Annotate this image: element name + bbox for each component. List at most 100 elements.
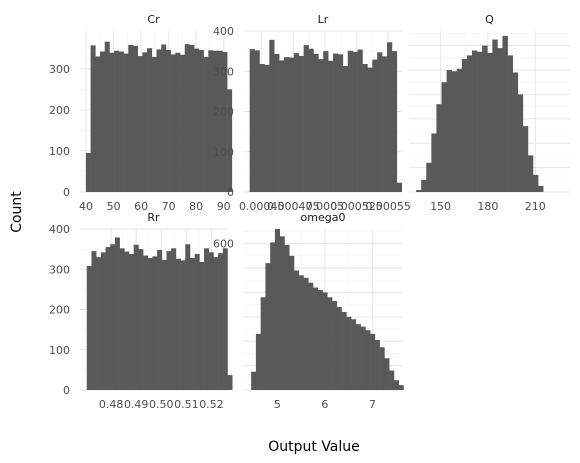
histogram-bar bbox=[389, 370, 395, 390]
histogram-bar bbox=[303, 277, 309, 390]
x-tick-label: 5 bbox=[274, 398, 281, 411]
y-tick-label: 100 bbox=[49, 344, 70, 357]
histogram-bar bbox=[175, 258, 181, 390]
histogram-bar bbox=[166, 251, 172, 390]
histogram-bars bbox=[251, 229, 404, 390]
y-tick-label: 0 bbox=[63, 186, 70, 199]
histogram-bar bbox=[347, 50, 353, 192]
histogram-bar bbox=[298, 275, 304, 390]
histogram-bar bbox=[370, 333, 376, 390]
y-tick-label: 300 bbox=[49, 263, 70, 276]
y-tick-label: 400 bbox=[213, 25, 234, 38]
facet-title: Q bbox=[485, 13, 494, 26]
histogram-bar bbox=[502, 35, 508, 192]
x-tick-label: 0.000525 bbox=[330, 200, 383, 213]
histogram-bar bbox=[398, 385, 404, 390]
histogram-bar bbox=[180, 54, 186, 192]
x-tick-label: 6 bbox=[321, 398, 328, 411]
x-tick-label: 180 bbox=[477, 200, 498, 213]
y-tick-label: 100 bbox=[49, 145, 70, 158]
histogram-bar bbox=[157, 249, 163, 390]
histogram-bar bbox=[512, 72, 519, 192]
histogram-bar bbox=[86, 266, 92, 390]
histogram-bar bbox=[170, 54, 176, 192]
histogram-bar bbox=[185, 244, 191, 390]
histogram-bar bbox=[171, 248, 177, 390]
histogram-bar bbox=[203, 56, 209, 193]
histogram-bars bbox=[85, 41, 233, 193]
histogram-bar bbox=[342, 66, 349, 192]
y-tick-label: 0 bbox=[63, 384, 70, 397]
y-tick-label: 600 bbox=[213, 238, 234, 251]
histogram-bar bbox=[341, 311, 347, 390]
histogram-bar bbox=[318, 59, 324, 193]
histogram-bar bbox=[289, 255, 295, 390]
y-tick-label: 300 bbox=[49, 63, 70, 76]
x-tick-label: 40 bbox=[79, 200, 93, 213]
x-tick-label: 50 bbox=[107, 200, 121, 213]
histogram-bar bbox=[436, 104, 442, 192]
histogram-bar bbox=[382, 56, 388, 192]
histogram-bar bbox=[533, 174, 539, 192]
histogram-bar bbox=[472, 50, 478, 192]
histogram-bar bbox=[91, 251, 97, 390]
histogram-bar bbox=[497, 48, 503, 192]
histogram-bar bbox=[308, 48, 314, 193]
histogram-bar bbox=[175, 52, 181, 192]
x-tick-label: 0.0005 bbox=[306, 200, 345, 213]
histogram-bar bbox=[337, 54, 344, 193]
facet-title: Rr bbox=[147, 211, 160, 224]
histogram-bar bbox=[85, 152, 91, 192]
histogram-bar bbox=[456, 68, 463, 192]
histogram-bar bbox=[379, 347, 385, 390]
histogram-bar bbox=[284, 57, 290, 192]
histogram-bar bbox=[138, 249, 144, 391]
x-tick-label: 80 bbox=[189, 200, 203, 213]
facet-title: omega0 bbox=[301, 211, 346, 224]
histogram-bar bbox=[333, 53, 339, 192]
histogram-bar bbox=[227, 375, 233, 390]
histogram-bar bbox=[507, 55, 513, 192]
histogram-bar bbox=[118, 51, 124, 192]
y-tick-label: 300 bbox=[213, 65, 234, 78]
x-tick-label: 0.48 bbox=[99, 398, 124, 411]
histogram-bar bbox=[492, 39, 498, 192]
histogram-bar bbox=[142, 52, 148, 192]
histogram-bar bbox=[189, 44, 195, 193]
histogram-bar bbox=[355, 324, 361, 390]
x-tick-label: 90 bbox=[217, 200, 231, 213]
facet-title: Lr bbox=[318, 13, 329, 26]
histogram-bar bbox=[123, 53, 129, 193]
histogram-bar bbox=[114, 50, 120, 193]
histogram-bar bbox=[451, 71, 458, 192]
histogram-bar bbox=[199, 262, 205, 390]
histogram-bar bbox=[374, 339, 380, 390]
histogram-bar bbox=[124, 251, 130, 390]
histogram-bar bbox=[198, 49, 204, 192]
histogram-bar bbox=[482, 45, 488, 192]
histogram-bar bbox=[279, 236, 285, 390]
histogram-bar bbox=[119, 248, 125, 390]
histogram-bar bbox=[222, 248, 228, 390]
histogram-bar bbox=[105, 247, 111, 390]
histogram-bar bbox=[95, 56, 101, 193]
histogram-bar bbox=[322, 292, 328, 390]
histogram-bar bbox=[293, 53, 300, 192]
histogram-bar bbox=[217, 50, 223, 193]
histogram-bar bbox=[260, 297, 266, 390]
histogram-bar bbox=[156, 49, 162, 193]
histogram-bar bbox=[128, 44, 134, 193]
y-tick-label: 200 bbox=[49, 304, 70, 317]
histogram-bar bbox=[222, 51, 228, 193]
x-tick-label: 210 bbox=[525, 200, 546, 213]
histogram-bar bbox=[396, 182, 403, 192]
x-tick-label: 0.49 bbox=[124, 398, 149, 411]
histogram-bar bbox=[151, 56, 157, 193]
y-tick-label: 200 bbox=[49, 104, 70, 117]
histogram-bar bbox=[274, 53, 280, 192]
histogram-bar bbox=[104, 41, 110, 193]
histogram-bar bbox=[393, 380, 399, 390]
histogram-bar bbox=[284, 244, 290, 390]
